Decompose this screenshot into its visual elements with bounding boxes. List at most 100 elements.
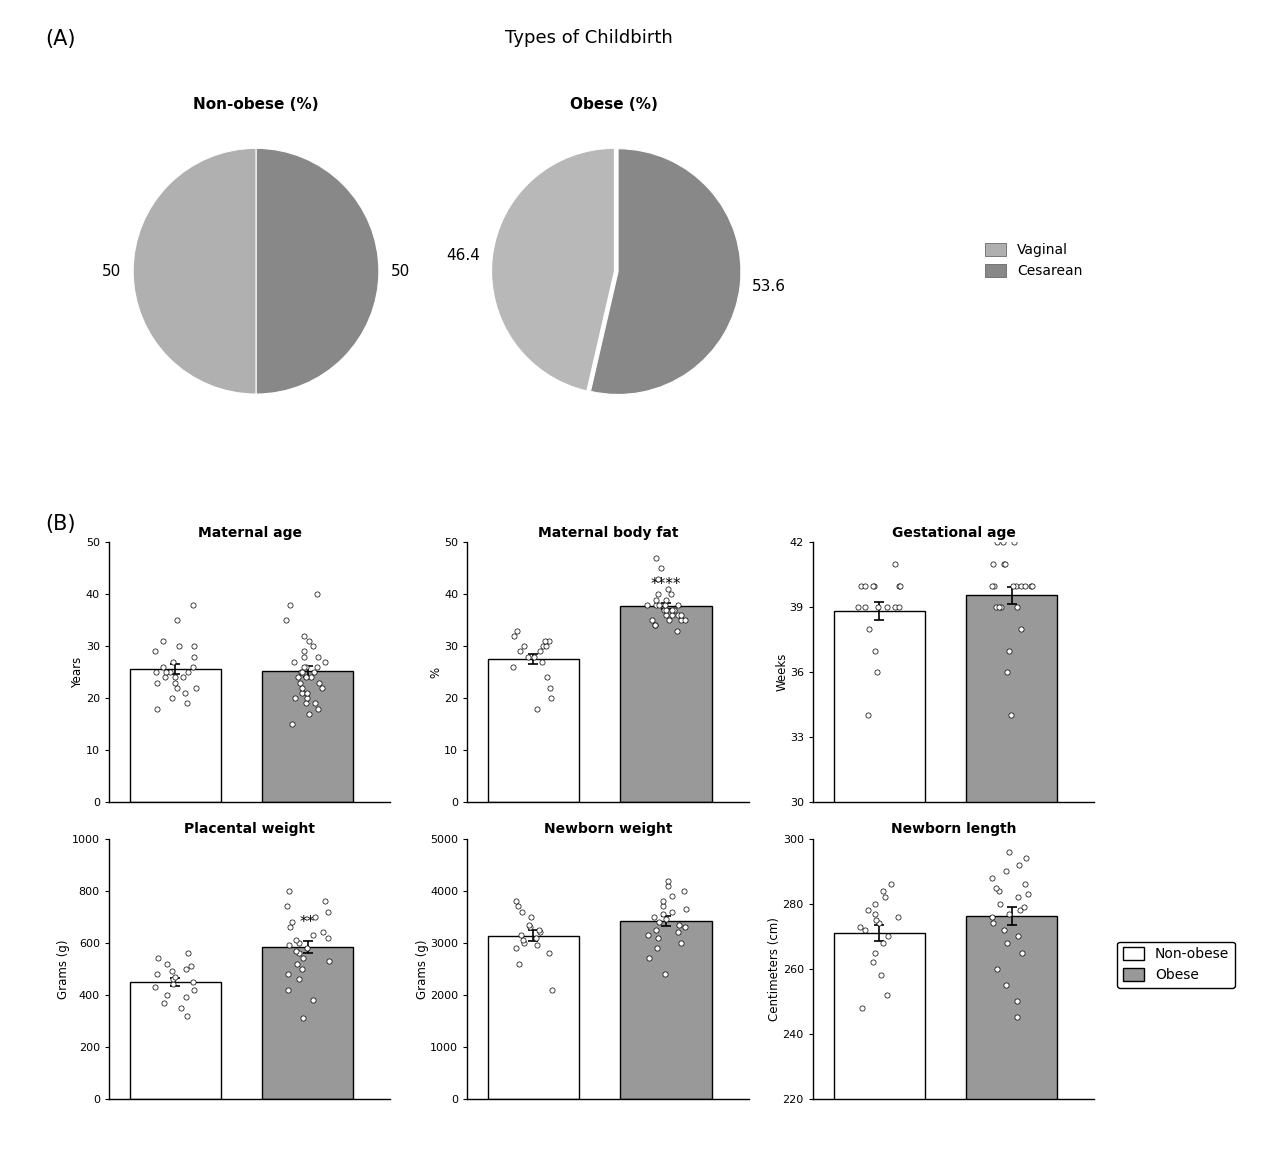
Point <box>540 679 561 697</box>
Point <box>649 595 669 614</box>
Point <box>669 915 690 934</box>
Point <box>170 998 191 1017</box>
Point <box>998 905 1019 923</box>
Point <box>874 889 895 907</box>
Text: (A): (A) <box>45 29 76 48</box>
Point <box>520 919 540 937</box>
Point <box>655 595 676 614</box>
Point <box>1007 992 1028 1011</box>
Point <box>532 637 553 655</box>
Point <box>276 612 297 630</box>
Point <box>983 555 1004 574</box>
Point <box>1021 577 1042 595</box>
Point <box>655 600 676 619</box>
Point <box>506 939 526 958</box>
Text: (B): (B) <box>45 514 76 533</box>
Point <box>653 892 673 911</box>
Point <box>993 921 1014 939</box>
Point <box>180 957 201 975</box>
Y-axis label: Years: Years <box>72 657 84 688</box>
Point <box>506 892 526 911</box>
Point <box>155 668 175 687</box>
Point <box>177 1006 197 1025</box>
Point <box>293 658 314 676</box>
Point <box>645 549 666 568</box>
Point <box>303 990 324 1009</box>
Point <box>676 900 696 919</box>
Point <box>869 914 890 932</box>
Point <box>864 577 884 595</box>
Point <box>662 606 682 624</box>
Point <box>508 954 529 973</box>
Point <box>166 612 187 630</box>
Point <box>1000 642 1020 660</box>
Text: 46.4: 46.4 <box>447 248 480 263</box>
Point <box>671 606 691 624</box>
Point <box>671 934 691 952</box>
Point <box>541 980 562 998</box>
Point <box>645 616 666 635</box>
Point <box>873 882 893 900</box>
Point <box>296 658 316 676</box>
Point <box>658 877 678 896</box>
Point <box>175 988 196 1006</box>
Point <box>1002 577 1023 595</box>
Point <box>662 585 682 604</box>
Point <box>888 598 909 616</box>
Point <box>865 642 886 660</box>
Point <box>154 632 174 651</box>
Point <box>526 928 547 946</box>
Point <box>507 622 527 640</box>
Title: Obese (%): Obese (%) <box>571 97 658 112</box>
Point <box>673 882 694 900</box>
Point <box>147 699 168 718</box>
Point <box>278 882 298 900</box>
Point <box>535 637 556 655</box>
Point <box>145 642 165 660</box>
Point <box>186 679 206 697</box>
Point <box>301 668 321 687</box>
Bar <box>966 916 1057 1154</box>
Bar <box>833 612 924 1154</box>
Point <box>530 642 550 660</box>
Title: Maternal body fat: Maternal body fat <box>538 526 678 540</box>
Point <box>1010 901 1030 920</box>
Point <box>163 689 183 707</box>
Point <box>183 980 204 998</box>
Point <box>1015 875 1036 893</box>
Point <box>675 919 695 937</box>
Point <box>867 664 887 682</box>
Point <box>284 653 305 672</box>
Point <box>989 882 1010 900</box>
Point <box>518 915 539 934</box>
Title: Gestational age: Gestational age <box>892 526 1015 540</box>
Point <box>1018 885 1038 904</box>
Point <box>865 894 886 913</box>
Text: ****: **** <box>650 577 681 592</box>
Point <box>1011 577 1032 595</box>
Point <box>983 914 1004 932</box>
Point <box>987 533 1007 552</box>
Point <box>662 600 682 619</box>
Point <box>850 917 870 936</box>
Bar <box>488 936 579 1099</box>
Text: Types of Childbirth: Types of Childbirth <box>504 29 673 47</box>
Point <box>156 662 177 681</box>
Point <box>288 668 308 687</box>
Point <box>637 595 658 614</box>
Wedge shape <box>256 149 379 394</box>
Point <box>296 695 316 713</box>
Bar <box>262 947 353 1099</box>
Point <box>278 980 298 998</box>
Point <box>521 907 541 926</box>
Point <box>658 612 678 630</box>
Point <box>645 591 666 609</box>
Point <box>292 662 312 681</box>
Text: 50: 50 <box>101 264 120 278</box>
Point <box>851 577 872 595</box>
Point <box>184 637 205 655</box>
Point <box>297 683 317 702</box>
Point <box>671 612 691 630</box>
Point <box>870 966 891 984</box>
Y-axis label: %: % <box>430 667 443 677</box>
